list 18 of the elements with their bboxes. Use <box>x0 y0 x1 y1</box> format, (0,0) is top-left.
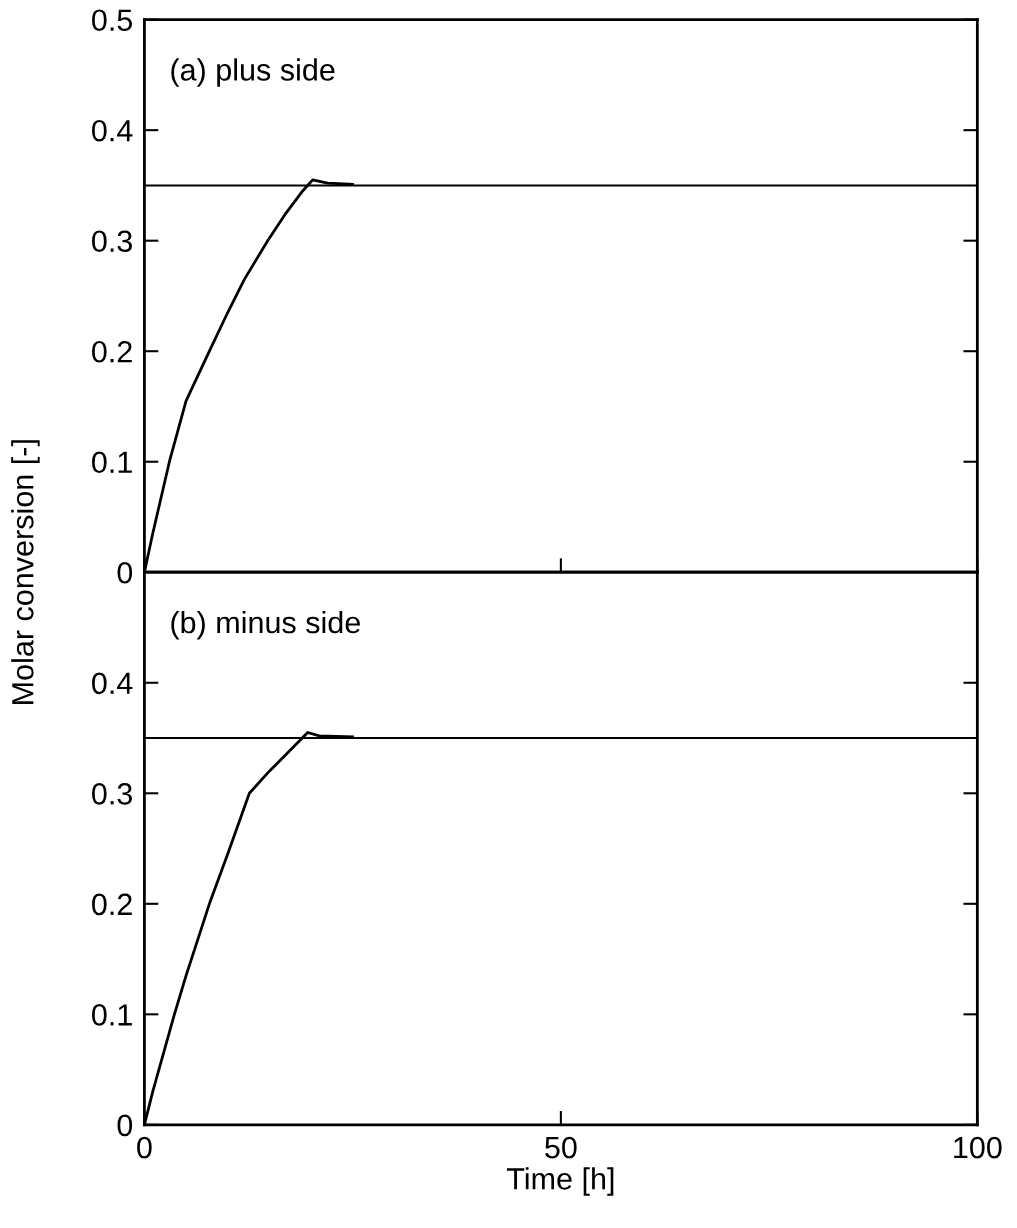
y-tick-label: 0.1 <box>92 451 132 474</box>
y-tick-label: 0.2 <box>92 340 132 363</box>
y-tick-label: 0.1 <box>92 1004 132 1026</box>
y-tick-label: 0 <box>117 1114 133 1137</box>
x-tick-label: 50 <box>545 1136 577 1159</box>
y-tick-label: 0.3 <box>92 230 132 253</box>
y-tick-label: 0.3 <box>92 783 132 805</box>
y-tick-label: 0.2 <box>92 893 132 916</box>
x-tick-label: 0 <box>137 1136 152 1159</box>
x-axis-title: Time [h] <box>506 1167 614 1196</box>
text: (a) plus side <box>171 58 335 87</box>
y-axis-title: Molar conversion [-] <box>11 440 40 704</box>
y-tick-label: 0.5 <box>92 9 133 32</box>
y-tick-label: 0 <box>117 561 133 584</box>
y-tick-label: 0.4 <box>92 672 133 695</box>
text: (b) minus side <box>171 610 360 640</box>
x-tick-label: 100 <box>954 1136 1002 1159</box>
y-tick-label: 0.4 <box>92 119 133 142</box>
